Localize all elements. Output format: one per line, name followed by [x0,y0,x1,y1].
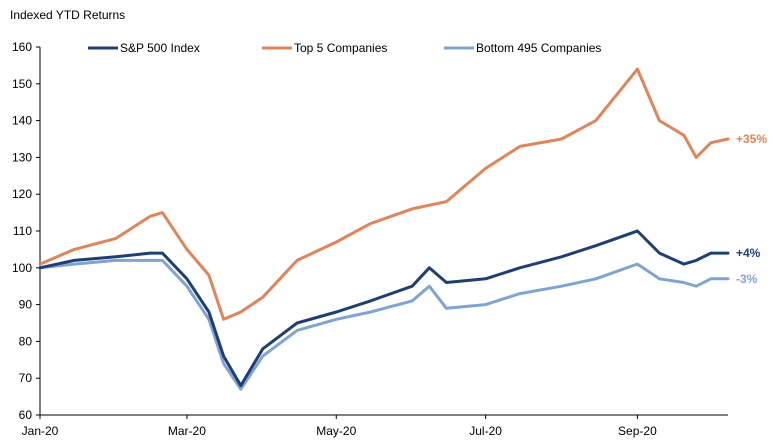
legend: S&P 500 Index Top 5 Companies Bottom 495 C… [88,41,601,55]
x-tick-label: Jul-20 [469,424,502,438]
y-tick-label: 80 [19,334,33,348]
series-end-label: +35% [736,132,767,146]
legend-label: Bottom 495 Companies [476,41,601,55]
y-tick-label: 100 [12,261,32,275]
y-tick-label: 120 [12,187,32,201]
x-tick-label: Sep-20 [618,424,657,438]
series-line-top-5-companies [38,67,730,321]
y-tick-label: 150 [12,77,32,91]
y-tick-label: 160 [12,40,32,54]
y-tick-label: 130 [12,150,32,164]
legend-item: Bottom 495 Companies [444,41,601,55]
legend-label: Top 5 Companies [294,41,387,55]
series-line-bottom-495-companies [38,258,730,391]
y-tick-label: 70 [19,371,33,385]
y-tick-label: 110 [13,224,32,238]
y-tick-labels: 60 70 80 90 100 110 120 130 140 150 160 [12,40,32,422]
series-end-label: +4% [736,246,761,260]
x-tick-label: Jan-20 [22,424,59,438]
series-lines [38,67,730,391]
x-tick-label: Mar-20 [168,424,206,438]
y-tick-label: 60 [19,408,33,422]
axes [36,46,728,419]
series-end-label: -3% [736,272,758,286]
y-tick-label: 140 [12,114,32,128]
y-tick-label: 90 [19,298,33,312]
series-end-labels: +4% +35% -3% [736,132,767,286]
legend-label: S&P 500 Index [120,41,200,55]
x-tick-label: May-20 [316,424,356,438]
series-line-s-p-500-index [38,229,730,388]
legend-item: Top 5 Companies [262,41,387,55]
x-tick-labels: Jan-20 Mar-20 May-20 Jul-20 Sep-20 [22,424,657,438]
chart-title: Indexed YTD Returns [10,8,125,22]
legend-item: S&P 500 Index [88,41,200,55]
